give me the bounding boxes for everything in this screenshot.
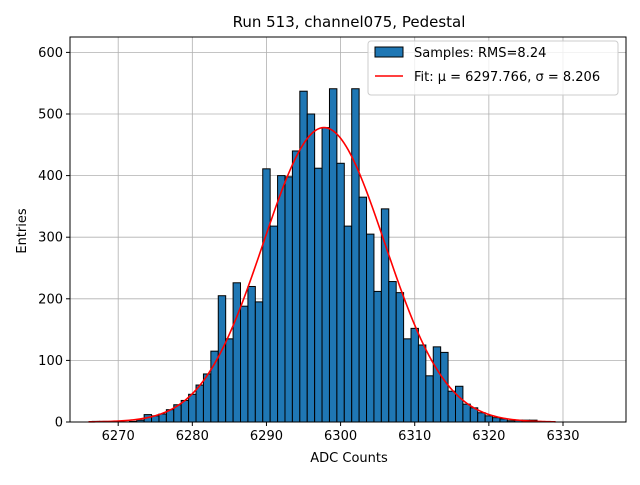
histogram-bar — [188, 393, 197, 423]
histogram-bar — [262, 168, 271, 423]
histogram-bar — [358, 196, 368, 423]
histogram-bar — [306, 113, 316, 423]
histogram-bar — [343, 225, 353, 423]
histogram-bar — [254, 301, 264, 423]
histogram-bar — [425, 375, 434, 423]
fit-curve — [88, 126, 556, 423]
histogram-bar — [417, 344, 427, 423]
plot-frame — [69, 36, 627, 423]
histogram-bar — [477, 412, 486, 423]
x-tick-label: 6300 — [324, 429, 357, 444]
legend-frame — [367, 40, 619, 96]
legend-bars-swatch — [374, 46, 404, 58]
legend-label-samples: Samples: RMS=8.24 — [414, 46, 546, 61]
histogram-bar — [232, 282, 242, 423]
histogram-bar — [195, 384, 204, 423]
histogram-bar — [440, 351, 449, 423]
histogram-bar — [158, 413, 167, 423]
x-tick-label: 6290 — [250, 429, 283, 444]
histogram-bar — [180, 399, 190, 423]
histogram-bar — [284, 176, 293, 423]
histogram-bar — [388, 281, 397, 423]
y-tick-label: 300 — [38, 231, 63, 246]
histogram-bar — [351, 88, 360, 423]
histogram-bar — [395, 292, 405, 423]
histogram-bar — [291, 150, 301, 423]
histogram-bar — [217, 295, 227, 423]
x-tick-label: 6310 — [398, 429, 431, 444]
chart-title: Run 513, channel075, Pedestal — [233, 13, 466, 31]
histogram-bar — [492, 417, 501, 423]
legend-label-fit: Fit: μ = 6297.766, σ = 8.206 — [414, 70, 600, 85]
histogram-bar — [247, 285, 256, 423]
histogram-bar — [269, 225, 279, 423]
histogram-bar — [314, 167, 323, 423]
fit-curve-group — [88, 126, 556, 423]
y-tick-label: 200 — [38, 292, 63, 307]
histogram-bar — [336, 162, 345, 423]
histogram-bar — [210, 350, 219, 423]
histogram-bar — [462, 403, 471, 423]
x-tick-label: 6280 — [176, 429, 209, 444]
x-tick-label: 6330 — [546, 429, 579, 444]
histogram-bar — [403, 338, 412, 423]
y-axis-ticks: 0 100 200 300 400 500 600 — [38, 46, 70, 431]
y-axis-label: Entries — [15, 208, 30, 254]
x-tick-label: 6320 — [472, 429, 505, 444]
y-tick-label: 100 — [38, 354, 63, 369]
histogram-bar — [202, 373, 212, 423]
histogram-bar — [225, 338, 234, 423]
histogram-bar — [373, 290, 382, 423]
y-tick-label: 0 — [55, 416, 63, 431]
legend: Samples: RMS=8.24 Fit: μ = 6297.766, σ =… — [367, 40, 619, 96]
x-axis-ticks: 6270 6280 6290 6300 6310 6320 6330 — [102, 422, 580, 444]
histogram-bar — [447, 390, 456, 423]
histogram-bar — [380, 208, 390, 423]
histogram-bar — [432, 346, 442, 423]
histogram-bar — [366, 233, 375, 423]
histogram-bar — [328, 88, 338, 423]
x-tick-label: 6270 — [102, 429, 135, 444]
histogram-bar — [484, 415, 494, 423]
histogram-bar — [277, 175, 286, 423]
histogram-bar — [454, 385, 464, 423]
histogram-bar — [321, 127, 330, 423]
y-tick-label: 600 — [38, 46, 63, 61]
y-tick-label: 500 — [38, 108, 63, 123]
histogram-bar — [410, 327, 419, 423]
histogram-bar — [240, 305, 249, 423]
y-tick-label: 400 — [38, 169, 63, 184]
x-axis-label: ADC Counts — [310, 451, 388, 466]
